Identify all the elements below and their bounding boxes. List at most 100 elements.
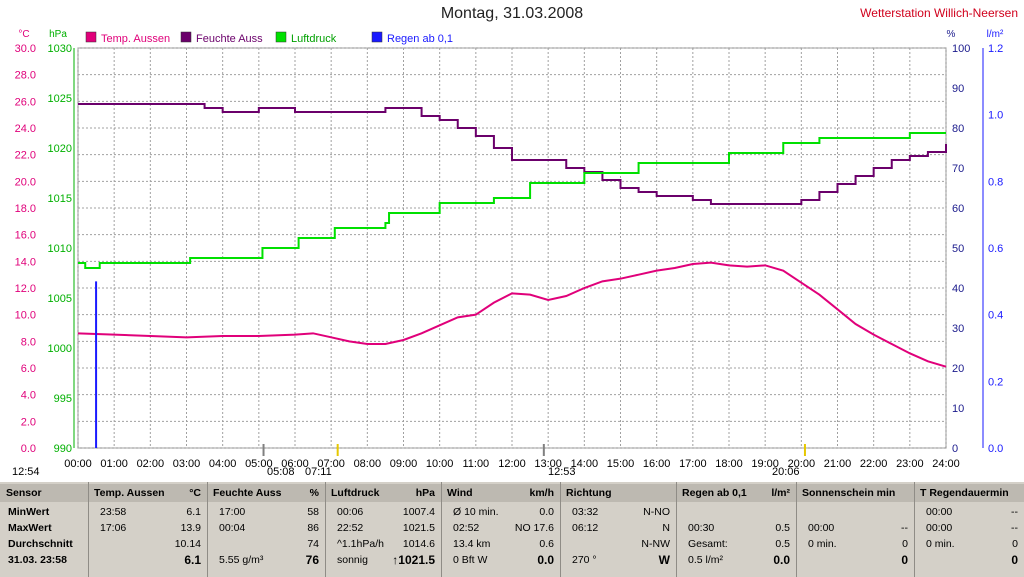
stats-separator — [560, 482, 561, 577]
stats-cell-label: 23:58 — [100, 506, 127, 518]
legend-label: Luftdruck — [291, 33, 337, 45]
stats-separator — [676, 482, 677, 577]
stats-cell-label: sonnig — [337, 554, 368, 566]
time-marker-start: 12:54 — [12, 466, 40, 478]
stats-cell-value: N-NW — [641, 538, 670, 550]
stats-column: Sonnenschein min 00:00 -- 0 min. 0 0 — [796, 482, 914, 577]
series-line-press — [78, 132, 946, 269]
time-marker-2: 07:11 — [305, 466, 332, 478]
stats-header-bg — [207, 484, 325, 502]
stats-cell-value: 10.14 — [174, 538, 201, 550]
hum-tick-label: 30 — [952, 323, 964, 335]
x-tick-label: 04:00 — [209, 458, 237, 470]
x-tick-label: 13:00 — [534, 458, 562, 470]
temp-tick-label: 28.0 — [15, 70, 36, 82]
stats-separator — [325, 482, 326, 577]
stats-header-unit: km/h — [529, 487, 554, 499]
temp-tick-label: 26.0 — [15, 96, 36, 108]
rain-tick-label: 1.2 — [988, 43, 1003, 55]
x-tick-label: 22:00 — [860, 458, 888, 470]
x-tick-label: 24:00 — [932, 458, 960, 470]
stats-cell-label: 17:00 — [219, 506, 246, 518]
stats-cell-label: 0.5 l/m² — [688, 554, 724, 566]
stats-cell-label: 13.4 km — [453, 538, 491, 550]
stats-cell-label: Gesamt: — [688, 538, 728, 550]
x-tick-label: 03:00 — [173, 458, 201, 470]
stats-cell-value: ↑1021.5 — [392, 553, 435, 567]
stats-cell-value: NO 17.6 — [514, 522, 554, 534]
stats-header-label: Regen ab 0,1 — [682, 487, 747, 499]
temp-tick-label: 30.0 — [15, 43, 36, 55]
stats-cell-value: 74 — [307, 538, 319, 550]
stats-column: T Regendauermin 00:00 -- 00:00 -- 0 min. 0 0 — [914, 482, 1024, 577]
press-tick-label: 995 — [54, 393, 72, 405]
hum-tick-label: 70 — [952, 163, 964, 175]
stats-separator — [88, 482, 89, 577]
stats-cell-label: 00:00 — [808, 522, 835, 534]
stats-header-bg — [560, 484, 676, 502]
stats-header-bg — [325, 484, 441, 502]
time-marker-sunset: 20:06 — [772, 466, 800, 478]
press-tick-label: 1025 — [48, 93, 72, 105]
press-tick-label: 1020 — [48, 143, 72, 155]
stats-cell-label: 00:00 — [926, 506, 953, 518]
temp-tick-label: 8.0 — [21, 336, 36, 348]
stats-cell-value: 1014.6 — [402, 538, 435, 550]
x-tick-label: 05:00 — [245, 458, 273, 470]
weather-chart: °C 30.0 28.0 26.0 24.0 22.0 20.0 18.0 16.0 14.0 12… — [15, 29, 1004, 470]
temp-tick-label: 4.0 — [21, 390, 36, 402]
stats-cell-value: W — [658, 553, 670, 567]
x-tick-label: 01:00 — [100, 458, 128, 470]
stats-cell-label: 0 min. — [926, 538, 955, 550]
stats-column: Regen ab 0,1 l/m² 00:30 0.5 Gesamt: 0.5 0.5 l/… — [676, 482, 796, 577]
temp-tick-label: 16.0 — [15, 230, 36, 242]
stats-header-bg — [676, 484, 796, 502]
stats-header-bg — [914, 484, 1024, 502]
stats-cell-value: 13.9 — [180, 522, 201, 534]
stats-cell-value: 0 — [1012, 538, 1018, 550]
hum-axis-unit: % — [947, 29, 956, 40]
rain-tick-label: 0.6 — [988, 243, 1003, 255]
stats-cell-label: MaxWert — [8, 522, 52, 534]
x-tick-label: 16:00 — [643, 458, 671, 470]
stats-header-unit: °C — [189, 487, 201, 499]
press-axis-unit: hPa — [49, 29, 67, 40]
x-tick-label: 09:00 — [390, 458, 418, 470]
stats-header-bg — [796, 484, 914, 502]
legend-label: Temp. Aussen — [101, 33, 170, 45]
stats-separator — [914, 482, 915, 577]
stats-header-unit: l/m² — [771, 487, 790, 499]
press-tick-label: 1010 — [48, 243, 72, 255]
temp-tick-label: 6.0 — [21, 363, 36, 375]
chart-title: Montag, 31.03.2008 — [440, 5, 584, 22]
press-tick-label: 1005 — [48, 293, 72, 305]
x-tick-label: 18:00 — [715, 458, 743, 470]
stats-cell-value: -- — [1011, 506, 1018, 518]
stats-cell-value: 0.0 — [537, 553, 554, 567]
x-tick-label: 14:00 — [571, 458, 599, 470]
stats-cell-value: 0.5 — [775, 538, 790, 550]
stats-cell-label: 00:04 — [219, 522, 246, 534]
legend-swatch — [275, 31, 287, 43]
stats-cell-label: 00:30 — [688, 522, 715, 534]
stats-cell-value: 1007.4 — [402, 506, 435, 518]
rain-tick-label: 0.2 — [988, 376, 1003, 388]
hum-tick-label: 10 — [952, 403, 964, 415]
stats-cell-label: 0 Bft W — [453, 554, 488, 566]
hum-tick-label: 40 — [952, 283, 964, 295]
stats-panel: Sensor MinWert MaxWert Durchschnitt 31.03. 2… — [0, 482, 1024, 577]
rain-tick-label: 0.0 — [988, 443, 1003, 455]
rain-tick-label: 1.0 — [988, 110, 1003, 122]
stats-cell-label: 270 ° — [572, 554, 597, 566]
hum-tick-label: 60 — [952, 203, 964, 215]
stats-cell-label: MinWert — [8, 506, 50, 518]
x-tick-label: 17:00 — [679, 458, 707, 470]
stats-cell-label: 31.03. 23:58 — [8, 554, 67, 566]
stats-column: Richtung 03:32 N-NO 06:12 N N-NW 270 ° W — [560, 482, 676, 577]
stats-cell-value: 6.1 — [186, 506, 201, 518]
stats-cell-value: 1021.5 — [402, 522, 435, 534]
x-tick-label: 11:00 — [462, 458, 489, 470]
x-tick-label: 21:00 — [824, 458, 852, 470]
stats-header-bg — [441, 484, 560, 502]
press-tick-label: 1015 — [48, 193, 72, 205]
